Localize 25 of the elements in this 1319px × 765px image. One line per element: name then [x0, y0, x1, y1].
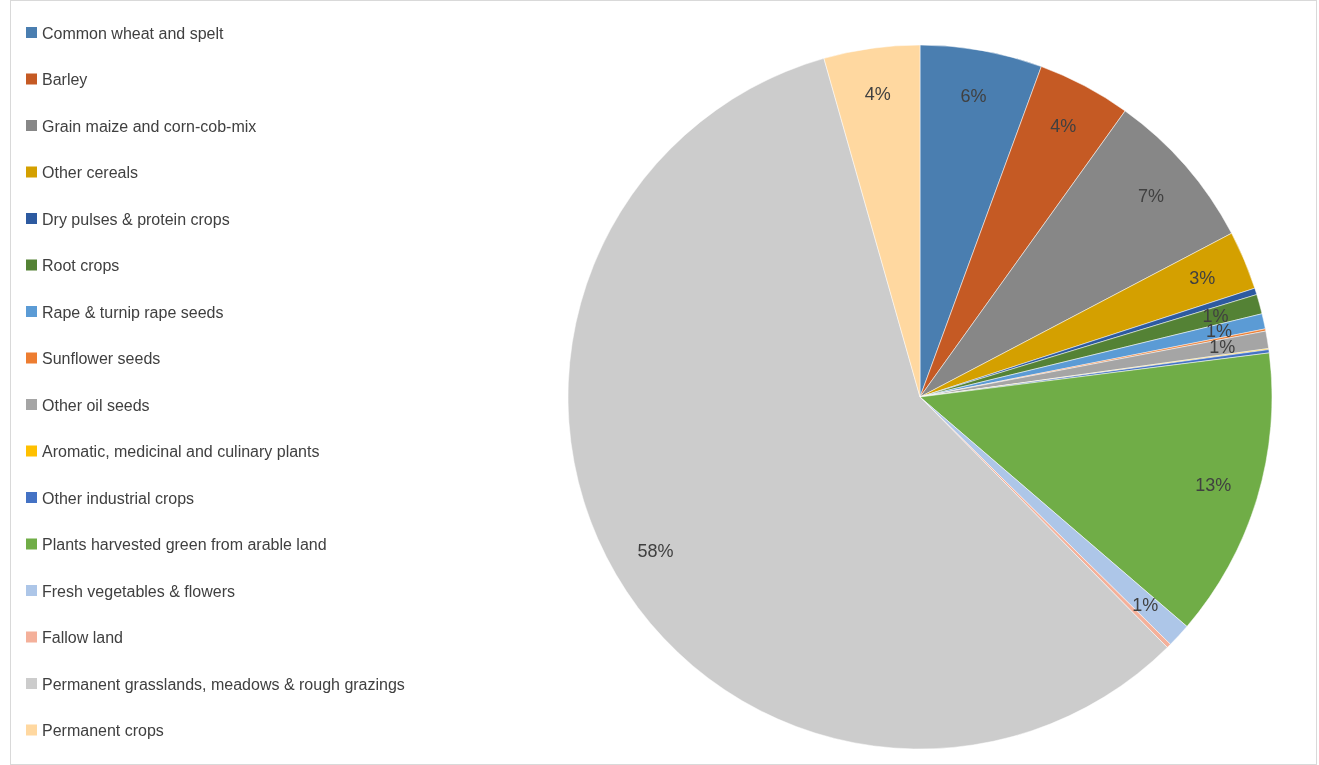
legend-label: Fresh vegetables & flowers [42, 582, 235, 600]
legend-label: Other industrial crops [42, 489, 195, 507]
legend-label: Permanent grasslands, meadows & rough grazings [42, 675, 405, 693]
data-label: 13% [1195, 475, 1232, 496]
legend-label: Rape & turnip rape seeds [42, 303, 224, 321]
data-label: 3% [1189, 268, 1216, 289]
data-label: 1% [1132, 594, 1159, 615]
legend-label: Plants harvested green from arable land [42, 536, 327, 553]
data-label: 1% [1209, 337, 1236, 358]
legend-label: Sunflower seeds [42, 350, 161, 367]
data-label: 7% [1137, 185, 1164, 206]
legend-label: Root crops [42, 257, 120, 274]
legend-label: Barley [42, 71, 88, 88]
legend-label: Fallow land [42, 629, 123, 646]
data-label: 58% [637, 541, 674, 562]
legend-label: Dry pulses & protein crops [42, 210, 230, 228]
legend-label: Permanent crops [42, 722, 164, 739]
legend-label: Grain maize and corn-cob-mix [42, 117, 257, 135]
data-label: 4% [864, 83, 891, 104]
legend-label: Other cereals [42, 164, 139, 181]
data-label: 6% [960, 85, 987, 106]
data-label: 4% [1050, 116, 1077, 137]
legend-label: Aromatic, medicinal and culinary plants [42, 443, 320, 460]
legend-label: Common wheat and spelt [42, 24, 224, 42]
legend-label: Other oil seeds [42, 396, 150, 414]
